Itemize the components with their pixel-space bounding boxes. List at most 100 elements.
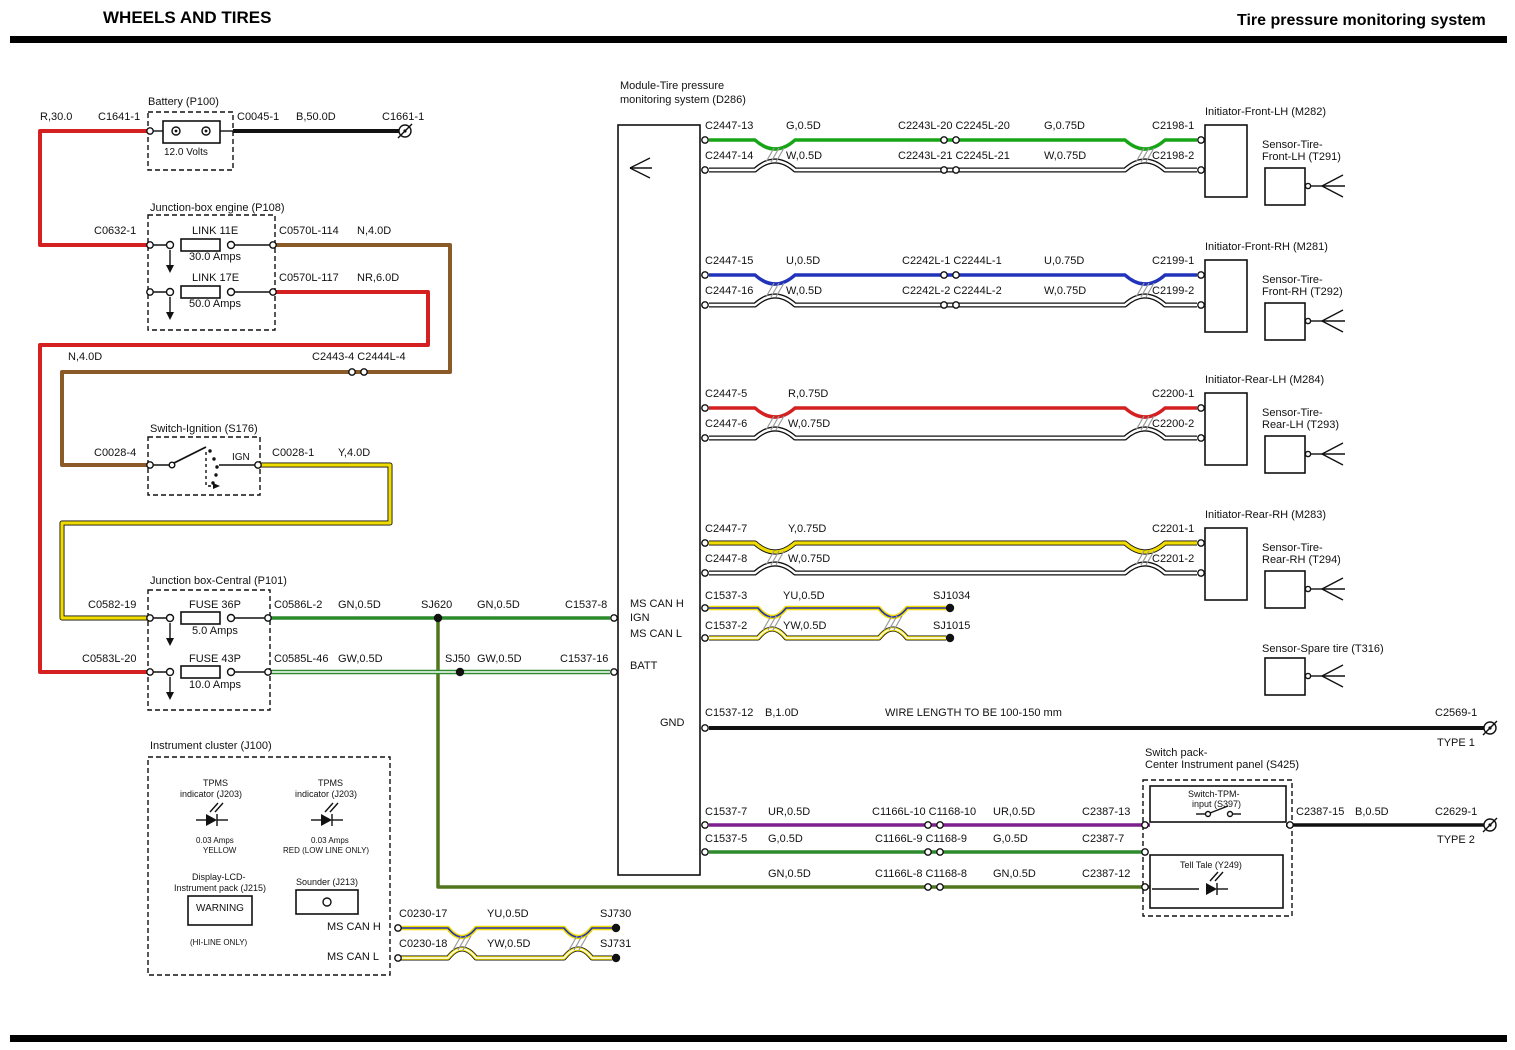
sounder-box (295, 889, 359, 915)
label-type1: TYPE 1 (1437, 737, 1475, 749)
label-c0230-17: C0230-17 (399, 908, 448, 920)
label-c2629-1: C2629-1 (1435, 806, 1478, 818)
label-canl: MS CAN L (327, 951, 379, 963)
wire-n-ignition-feed (60, 243, 452, 467)
label-display-2: Instrument pack (J215) (174, 883, 267, 893)
label-flh-g05: G,0.5D (786, 120, 821, 132)
label-battery-volts: 12.0 Volts (164, 147, 208, 158)
label-c2447-5: C2447-5 (705, 388, 748, 400)
label-sens-rlh-2: Rear-LH (T293) (1262, 419, 1340, 431)
label-c0028-4: C0028-4 (94, 447, 137, 459)
label-c1537-12: C1537-12 (705, 707, 754, 719)
label-gn05-tt-2: GN,0.5D (993, 868, 1036, 880)
label-c2447-6: C2447-6 (705, 418, 748, 430)
label-c2569-1: C2569-1 (1435, 707, 1478, 719)
label-rrh-y075: Y,0.75D (788, 523, 827, 535)
label-c0028-1: C0028-1 (272, 447, 315, 459)
antenna-front-lh-icon (1304, 174, 1345, 198)
label-wire-n40d: N,4.0D (357, 225, 392, 237)
label-sens-spare: Sensor-Spare tire (T316) (1262, 643, 1384, 655)
wire-rlh-red (709, 406, 1197, 419)
label-sounder: Sounder (J213) (296, 877, 359, 887)
sensor-spare-box (1264, 657, 1306, 696)
label-sj1034: SJ1034 (933, 590, 971, 602)
label-frh-u075: U,0.75D (1044, 255, 1085, 267)
label-fuse43p-amps: 10.0 Amps (189, 679, 241, 691)
label-c0570l117: C0570L-117 (279, 272, 339, 284)
label-c0045: C0045-1 (237, 111, 280, 123)
label-ign: IGN (232, 452, 250, 463)
label-ur05-1: UR,0.5D (768, 806, 811, 818)
label-fuse43p: FUSE 43P (189, 653, 241, 665)
label-sj1015: SJ1015 (933, 620, 971, 632)
label-telltale: Tell Tale (Y249) (1180, 860, 1242, 870)
label-jb-engine-title: Junction-box engine (P108) (150, 202, 285, 214)
tpms-led-yellow-icon (196, 802, 228, 826)
label-sens-rlh-1: Sensor-Tire- (1262, 407, 1323, 419)
label-wire-nr60d: NR,6.0D (357, 272, 400, 284)
label-fuse36p: FUSE 36P (189, 599, 241, 611)
label-c2387-13: C2387-13 (1082, 806, 1131, 818)
label-c1537-7: C1537-7 (705, 806, 748, 818)
label-type2: TYPE 2 (1437, 834, 1475, 846)
wire-canb-yu-stripe (398, 927, 612, 938)
label-tpm-switch-1: Switch-TPM- (1188, 789, 1240, 799)
label-sig-ign: IGN (630, 612, 650, 624)
eyelet-type1-icon (1482, 720, 1498, 736)
label-c2447-16: C2447-16 (705, 285, 754, 297)
fuse-link11e-icon (165, 238, 236, 273)
label-c2447-15: C2447-15 (705, 255, 754, 267)
label-jb-central-title: Junction box-Central (P101) (150, 575, 287, 587)
label-rrh-w075: W,0.75D (788, 553, 831, 565)
module-antenna-icon (629, 157, 652, 179)
initiator-rear-rh-box (1204, 527, 1248, 601)
connector-pins (146, 127, 1294, 962)
initiator-front-lh-box (1204, 124, 1248, 198)
wire-gn-telltale (436, 618, 1150, 889)
label-c0586l2: C0586L-2 (274, 599, 323, 611)
label-gw05-1: GW,0.5D (338, 653, 383, 665)
label-flh-w075: W,0.75D (1044, 150, 1087, 162)
label-sens-flh-2: Front-LH (T291) (1262, 151, 1341, 163)
label-sj730: SJ730 (600, 908, 632, 920)
wire-canb-yu (398, 925, 612, 940)
label-c0582-19: C0582-19 (88, 599, 137, 611)
label-sens-rrh-2: Rear-RH (T294) (1262, 554, 1341, 566)
label-wire-b50: B,50.0D (296, 111, 336, 123)
fuse-link17e-icon (165, 285, 236, 320)
label-tpms2-1: TPMS (318, 778, 344, 788)
wire-rrh-yellow (709, 541, 1197, 554)
label-link17e: LINK 17E (192, 272, 240, 284)
tpms-led-red-icon (311, 802, 343, 826)
sounder-icon (322, 897, 332, 907)
label-module-title-1: Module-Tire pressure (620, 80, 725, 92)
twist-hatch-marks (452, 147, 1155, 951)
wire-frh-white (709, 294, 1197, 307)
ground-eyelet-icons (397, 123, 1498, 833)
label-c1166l8: C1166L-8 C1168-8 (875, 868, 967, 880)
label-gn05-2: GN,0.5D (477, 599, 520, 611)
ignition-switch-icon (168, 446, 220, 489)
label-c2200-2: C2200-2 (1152, 418, 1195, 430)
label-c2447-8: C2447-8 (705, 553, 748, 565)
label-frh-conn2: C2242L-2 C2244L-2 (902, 285, 1002, 297)
label-c2387-7: C2387-7 (1082, 833, 1125, 845)
label-canr-yw: YW,0.5D (783, 620, 827, 632)
label-sig-gnd: GND (660, 717, 685, 729)
label-gw05-2: GW,0.5D (477, 653, 522, 665)
label-c1537-3: C1537-3 (705, 590, 748, 602)
label-init-rlh: Initiator-Rear-LH (M284) (1205, 374, 1325, 386)
label-canb-yu: YU,0.5D (487, 908, 529, 920)
label-rlh-r075: R,0.75D (788, 388, 829, 400)
label-sens-frh-2: Front-RH (T292) (1262, 286, 1343, 298)
label-ur05-2: UR,0.5D (993, 806, 1036, 818)
label-c2198-1: C2198-1 (1152, 120, 1195, 132)
sensor-front-rh-box (1264, 302, 1306, 341)
label-sens-rrh-1: Sensor-Tire- (1262, 542, 1323, 554)
label-c1537-2: C1537-2 (705, 620, 748, 632)
label-wire-n40d-2: N,4.0D (68, 351, 103, 363)
eyelet-c1661-icon (397, 123, 413, 139)
page-subtitle: Tire pressure monitoring system (1237, 12, 1486, 29)
label-init-flh: Initiator-Front-LH (M282) (1205, 106, 1327, 118)
